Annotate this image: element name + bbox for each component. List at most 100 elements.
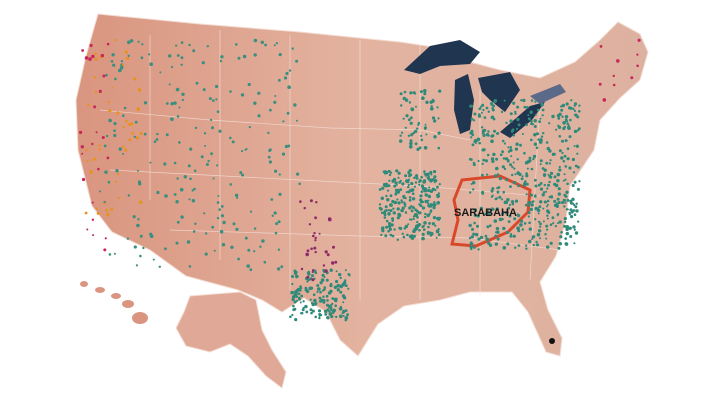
dot [549,159,552,162]
dot [477,159,480,163]
dot [489,208,492,211]
dot [513,167,516,170]
dot [118,68,122,73]
dot [564,195,568,198]
dot [231,140,235,144]
dot [495,197,499,200]
dot [325,294,329,298]
dot [505,178,509,182]
dot [480,126,484,129]
dot [111,53,115,57]
dot [414,142,418,146]
dot [318,312,322,316]
dot [472,246,476,249]
dot [402,117,405,120]
dot [410,205,413,208]
dot [229,183,233,186]
dot [313,302,318,306]
dot [97,167,100,171]
dot [110,207,114,211]
dot [211,225,215,229]
dot [409,139,413,143]
dot [108,109,112,113]
dot [508,203,512,206]
dot [490,134,494,138]
dot [490,115,495,120]
dot [554,183,559,188]
dot [323,288,326,291]
dot [560,108,564,112]
dot [411,206,415,210]
dot [313,246,317,250]
dot [525,172,528,175]
dot [326,316,330,320]
dot [329,284,333,288]
dot [562,198,566,202]
dot [314,239,317,242]
dot [132,215,136,219]
dot [168,54,172,58]
dot [435,236,438,239]
dot [546,199,550,203]
dot [412,217,415,221]
dot [408,234,412,239]
dot [242,54,247,59]
dot [222,220,226,225]
dot [334,260,338,264]
dot [253,250,256,253]
dot [306,275,310,279]
dot [564,178,567,181]
dot [575,209,579,213]
dot [135,136,139,140]
dot [391,179,395,183]
dot [316,284,320,287]
dot [565,231,569,236]
dot [269,108,272,112]
dot [539,138,543,142]
dot [108,118,112,123]
dot [92,234,95,237]
dot [180,41,184,44]
dot [486,153,490,157]
dot [247,248,251,252]
dot [275,222,279,226]
dot [535,243,540,247]
dot [139,234,143,238]
dot [412,91,416,95]
dot [558,135,562,138]
dot [569,199,573,203]
dot [326,299,329,302]
dot [482,133,486,137]
dot [94,52,98,56]
dot [578,110,581,113]
dot [314,236,317,240]
dot [344,269,347,272]
dot [522,98,526,103]
dot [533,133,537,137]
dot [481,173,484,177]
dot [409,116,413,120]
dot [388,173,392,177]
dot [149,234,154,238]
dot [149,62,153,66]
dot [298,182,302,186]
dot [509,112,513,116]
dot [275,42,278,45]
dot [397,176,400,179]
dot [563,205,566,208]
dot [133,245,137,249]
dot [507,220,511,224]
dot [216,216,220,220]
dot [535,146,539,150]
dot [237,56,241,60]
dot [291,282,294,286]
dot [221,243,226,247]
dot [399,139,403,143]
dot [342,314,345,317]
dot [556,214,559,217]
dot [490,139,494,144]
dot [470,235,474,239]
dot [295,59,299,63]
dot [383,209,387,213]
dot [323,309,328,314]
